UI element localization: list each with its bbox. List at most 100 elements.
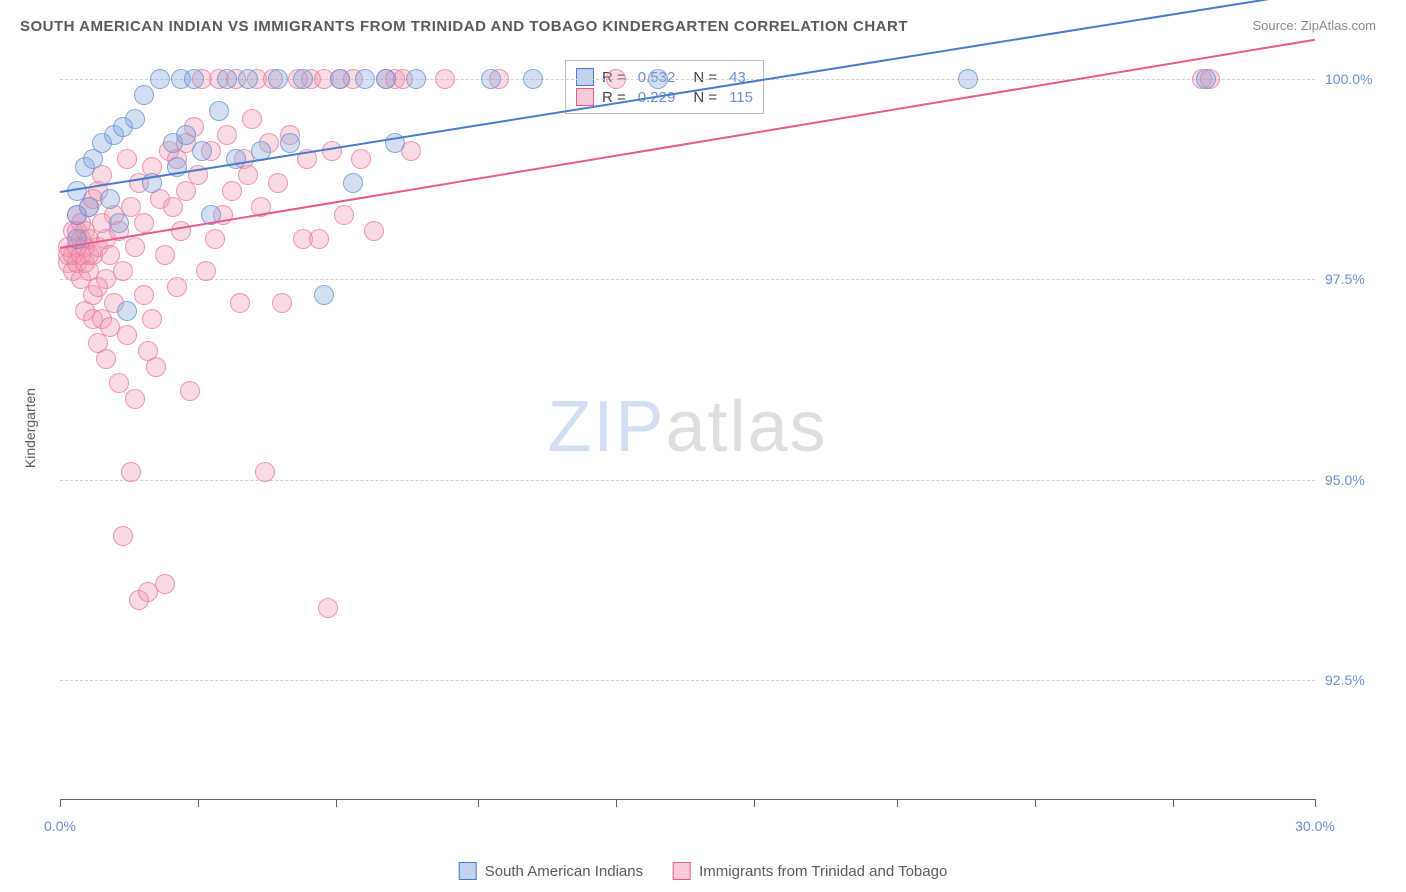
x-tick [60, 799, 61, 807]
scatter-point [180, 381, 200, 401]
legend-swatch-blue-icon [459, 862, 477, 880]
scatter-point [209, 101, 229, 121]
scatter-point [176, 181, 196, 201]
scatter-point [481, 69, 501, 89]
x-tick [336, 799, 337, 807]
scatter-point [150, 69, 170, 89]
scatter-point [217, 69, 237, 89]
y-tick-label: 100.0% [1325, 71, 1385, 87]
bottom-legend: South American Indians Immigrants from T… [459, 862, 948, 880]
y-axis-label: Kindergarten [22, 388, 38, 468]
scatter-point [117, 325, 137, 345]
scatter-point [958, 69, 978, 89]
scatter-point [176, 125, 196, 145]
plot-area: ZIPatlas R = 0.532 N = 43 R = 0.229 N = … [60, 55, 1315, 800]
scatter-point [117, 149, 137, 169]
scatter-point [314, 285, 334, 305]
source-attribution: Source: ZipAtlas.com [1252, 18, 1376, 33]
scatter-point [364, 221, 384, 241]
scatter-point [648, 69, 668, 89]
scatter-point [268, 69, 288, 89]
scatter-point [167, 277, 187, 297]
y-tick-label: 95.0% [1325, 472, 1385, 488]
scatter-point [230, 293, 250, 313]
watermark-atlas: atlas [665, 387, 827, 467]
watermark: ZIPatlas [547, 386, 827, 468]
y-tick-label: 92.5% [1325, 672, 1385, 688]
chart-title: SOUTH AMERICAN INDIAN VS IMMIGRANTS FROM… [20, 18, 908, 35]
scatter-point [109, 373, 129, 393]
gridline-h [60, 279, 1315, 280]
scatter-point [435, 69, 455, 89]
x-tick [1315, 799, 1316, 807]
scatter-point [217, 125, 237, 145]
bottom-legend-item-blue: South American Indians [459, 862, 643, 880]
scatter-point [125, 109, 145, 129]
scatter-point [134, 85, 154, 105]
scatter-point [205, 229, 225, 249]
scatter-point [351, 149, 371, 169]
scatter-point [406, 69, 426, 89]
bottom-legend-label-blue: South American Indians [485, 863, 643, 880]
scatter-point [134, 213, 154, 233]
scatter-point [606, 69, 626, 89]
scatter-point [343, 173, 363, 193]
scatter-point [142, 309, 162, 329]
x-tick-label: 0.0% [44, 818, 76, 834]
x-tick [478, 799, 479, 807]
legend-swatch-blue [576, 68, 594, 86]
scatter-point [113, 261, 133, 281]
scatter-point [125, 389, 145, 409]
scatter-point [322, 141, 342, 161]
legend-n-label: N = [693, 69, 717, 86]
x-tick [754, 799, 755, 807]
gridline-h [60, 480, 1315, 481]
scatter-point [134, 285, 154, 305]
scatter-point [330, 69, 350, 89]
scatter-point [1196, 69, 1216, 89]
scatter-point [146, 357, 166, 377]
bottom-legend-label-pink: Immigrants from Trinidad and Tobago [699, 863, 947, 880]
scatter-point [117, 301, 137, 321]
x-tick [198, 799, 199, 807]
scatter-point [121, 462, 141, 482]
scatter-point [272, 293, 292, 313]
scatter-point [293, 69, 313, 89]
scatter-point [155, 245, 175, 265]
x-tick [1173, 799, 1174, 807]
legend-swatch-pink [576, 88, 594, 106]
scatter-point [238, 69, 258, 89]
x-tick-label: 30.0% [1295, 818, 1335, 834]
scatter-point [255, 462, 275, 482]
scatter-point [268, 173, 288, 193]
scatter-point [184, 69, 204, 89]
scatter-point [113, 526, 133, 546]
scatter-point [242, 109, 262, 129]
legend-swatch-pink-icon [673, 862, 691, 880]
scatter-point [309, 229, 329, 249]
scatter-point [100, 189, 120, 209]
x-tick [1035, 799, 1036, 807]
scatter-point [355, 69, 375, 89]
scatter-point [318, 598, 338, 618]
scatter-point [192, 141, 212, 161]
scatter-point [376, 69, 396, 89]
y-tick-label: 97.5% [1325, 271, 1385, 287]
scatter-point [280, 133, 300, 153]
x-tick [616, 799, 617, 807]
scatter-point [125, 237, 145, 257]
scatter-point [96, 349, 116, 369]
scatter-point [238, 165, 258, 185]
scatter-point [155, 574, 175, 594]
scatter-point [226, 149, 246, 169]
legend-n-pink: 115 [729, 89, 753, 106]
scatter-point [79, 197, 99, 217]
scatter-point [163, 197, 183, 217]
gridline-h [60, 680, 1315, 681]
scatter-point [222, 181, 242, 201]
watermark-zip: ZIP [547, 387, 665, 467]
scatter-point [334, 205, 354, 225]
scatter-point [109, 213, 129, 233]
scatter-point [196, 261, 216, 281]
bottom-legend-item-pink: Immigrants from Trinidad and Tobago [673, 862, 947, 880]
